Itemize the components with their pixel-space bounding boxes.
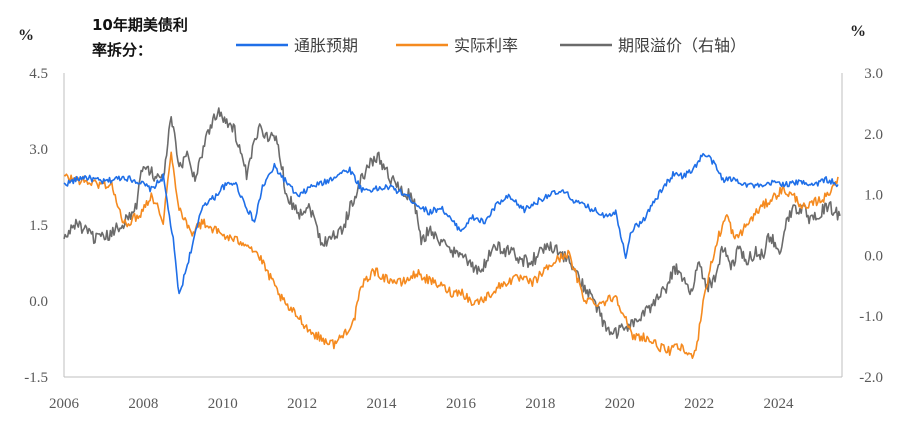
left-tick-label: 4.5: [29, 66, 48, 82]
chart-title-line-1: 10年期美债利: [92, 16, 188, 34]
right-tick-label: 3.0: [864, 66, 883, 82]
x-tick-label: 2024: [763, 396, 794, 412]
right-axis-ticks: 3.0 2.0 1.0 0.0 -1.0 -2.0: [859, 66, 883, 386]
x-tick-label: 2012: [287, 396, 317, 412]
right-tick-label: 0.0: [864, 248, 883, 264]
x-tick-label: 2016: [446, 396, 477, 412]
right-unit-label: %: [850, 23, 866, 40]
left-tick-label: 1.5: [29, 218, 48, 234]
x-tick-label: 2006: [49, 396, 80, 412]
chart-title-line-2: 率拆分：: [92, 41, 152, 59]
series-line-1: [63, 151, 839, 359]
x-tick-label: 2014: [367, 396, 398, 412]
left-axis-ticks: 4.5 3.0 1.5 0.0 -1.5: [24, 66, 48, 386]
series-line-2: [63, 107, 841, 339]
x-tick-label: 2010: [208, 396, 238, 412]
right-tick-label: -1.0: [859, 309, 883, 325]
right-tick-label: -2.0: [859, 370, 883, 386]
legend-label-0: 通胀预期: [294, 36, 358, 55]
x-tick-label: 2018: [525, 396, 555, 412]
x-tick-label: 2022: [684, 396, 714, 412]
series-line-0: [63, 152, 839, 295]
legend-label-1: 实际利率: [454, 36, 518, 55]
right-tick-label: 1.0: [864, 188, 883, 204]
legend: 通胀预期 实际利率 期限溢价（右轴）: [236, 36, 746, 55]
x-tick-label: 2008: [128, 396, 158, 412]
x-tick-label: 2020: [605, 396, 635, 412]
left-tick-label: 0.0: [29, 294, 48, 310]
series-layer: [63, 107, 841, 359]
left-unit-label: %: [18, 27, 34, 44]
left-tick-label: 3.0: [29, 142, 48, 158]
left-tick-label: -1.5: [24, 370, 48, 386]
legend-label-2: 期限溢价（右轴）: [618, 36, 746, 55]
x-axis-ticks: 2006 2008 2010 2012 2014 2016 2018 2020 2022 2024: [49, 396, 794, 412]
axes: [63, 73, 843, 378]
right-tick-label: 2.0: [864, 127, 883, 143]
